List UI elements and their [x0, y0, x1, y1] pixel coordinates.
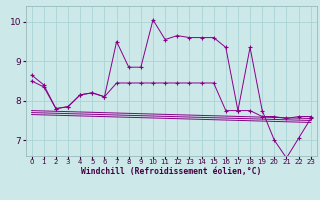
X-axis label: Windchill (Refroidissement éolien,°C): Windchill (Refroidissement éolien,°C): [81, 167, 261, 176]
